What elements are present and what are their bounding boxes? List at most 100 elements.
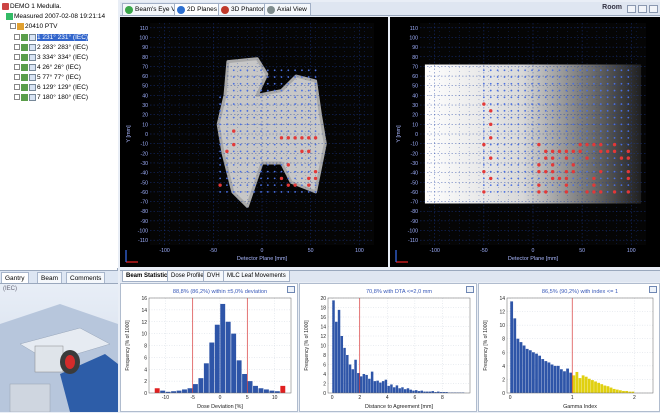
- detector-point: [510, 150, 512, 152]
- close-icon[interactable]: [649, 5, 658, 13]
- detector-point: [621, 69, 623, 71]
- tab-gantry[interactable]: Gantry: [1, 272, 29, 283]
- detector-point: [253, 157, 255, 159]
- tab-mlc-leaf-movements[interactable]: MLC Leaf Movements: [223, 271, 290, 282]
- detector-point: [483, 76, 485, 78]
- float-icon[interactable]: [638, 5, 647, 13]
- check-icon: [29, 94, 36, 101]
- detector-point: [308, 76, 310, 78]
- expand-icon[interactable]: [14, 54, 20, 60]
- tree-row-measured[interactable]: Measured 2007-02-08 19:21:14: [6, 12, 105, 21]
- detector-point: [600, 178, 602, 180]
- tree-row-beam[interactable]: 2 283° 283° (IEC): [14, 43, 88, 52]
- detector-point: [531, 117, 533, 119]
- detector-point: [490, 83, 492, 85]
- detector-point: [267, 76, 269, 78]
- y-tick-label: 10: [142, 122, 148, 128]
- tab-dvh[interactable]: DVH: [203, 271, 224, 282]
- detector-point: [287, 123, 289, 125]
- detector-point: [301, 184, 303, 186]
- detector-point: [627, 177, 630, 180]
- expand-icon[interactable]: [14, 44, 20, 50]
- gantry-render: [0, 284, 118, 412]
- tab-comments[interactable]: Comments: [66, 272, 105, 283]
- expand-icon[interactable]: [14, 94, 20, 100]
- detector-point: [490, 103, 492, 105]
- histogram-bar: [582, 375, 585, 393]
- y-tick-label: 40: [412, 93, 418, 99]
- detector-point: [504, 96, 506, 98]
- detector-point: [482, 170, 485, 173]
- tree-row-beam[interactable]: 1 231° 231° (IEC): [14, 33, 88, 42]
- y-tick-label: 8: [323, 353, 326, 359]
- detector-point: [497, 69, 499, 71]
- expand-icon[interactable]: [14, 34, 20, 40]
- detector-point: [579, 184, 581, 186]
- detector-point: [240, 150, 242, 152]
- detector-point: [593, 150, 595, 152]
- detector-point: [308, 69, 310, 71]
- detector-point: [579, 96, 581, 98]
- expand-icon[interactable]: [14, 74, 20, 80]
- detector-point: [531, 76, 533, 78]
- detector-point: [260, 164, 262, 166]
- detector-point: [537, 163, 540, 166]
- detector-point: [566, 90, 568, 92]
- detector-point: [274, 171, 276, 173]
- detector-point: [308, 157, 310, 159]
- detector-point: [517, 69, 519, 71]
- detector-point: [240, 144, 242, 146]
- panel-menu-icon[interactable]: [649, 286, 657, 293]
- expand-icon[interactable]: [10, 23, 16, 29]
- panel-menu-icon[interactable]: [466, 286, 474, 293]
- detector-point: [538, 157, 540, 159]
- tree-row-beam[interactable]: 5 77° 77° (IEC): [14, 73, 81, 82]
- detector-point: [497, 137, 499, 139]
- detector-point: [287, 117, 289, 119]
- chart-title: 86,5% (90,2%) with index <= 1: [542, 289, 618, 295]
- tree-row-patient[interactable]: DEMO 1 Medulla.: [2, 2, 61, 11]
- detector-point: [552, 184, 554, 186]
- detector-point: [558, 177, 561, 180]
- tree-row-beam[interactable]: 4 26° 26° (IEC): [14, 63, 81, 72]
- histogram-bar: [591, 380, 594, 393]
- detector-point: [600, 90, 602, 92]
- detector-point: [537, 143, 540, 146]
- detector-point: [219, 150, 221, 152]
- detector-point: [489, 123, 492, 126]
- detector-point: [517, 83, 519, 85]
- y-tick-label: -60: [411, 190, 419, 196]
- y-axis-label: Y [mm]: [126, 125, 132, 143]
- tab-axial-view[interactable]: Axial View: [264, 3, 311, 15]
- tree-row-beam[interactable]: 6 129° 129° (IEC): [14, 83, 88, 92]
- expand-icon[interactable]: [14, 84, 20, 90]
- detector-point: [524, 123, 526, 125]
- detector-point: [504, 178, 506, 180]
- pin-icon[interactable]: [627, 5, 636, 13]
- detector-point: [552, 69, 554, 71]
- beam-source: [65, 355, 75, 369]
- detector-point: [226, 117, 228, 119]
- expand-icon[interactable]: [14, 64, 20, 70]
- histogram-bar: [579, 378, 582, 393]
- detector-point: [545, 137, 547, 139]
- detector-point: [510, 117, 512, 119]
- detector-point: [620, 156, 623, 159]
- detector-point: [504, 164, 506, 166]
- tree-row-plan[interactable]: 20410 PTV: [10, 22, 58, 31]
- tree-row-beam[interactable]: 7 180° 180° (IEC): [14, 93, 88, 102]
- y-tick-label: 50: [412, 84, 418, 90]
- histogram-bar: [529, 350, 532, 393]
- detector-point: [497, 144, 499, 146]
- gantry-3d-view[interactable]: (IEC): [0, 284, 118, 412]
- tree-row-beam[interactable]: 3 334° 334° (IEC): [14, 53, 88, 62]
- panel-menu-icon[interactable]: [287, 286, 295, 293]
- detector-point: [531, 171, 533, 173]
- detector-point: [233, 191, 235, 193]
- detector-point: [497, 83, 499, 85]
- tab-2d-planes[interactable]: 2D Planes: [174, 3, 221, 15]
- detector-point: [281, 157, 283, 159]
- tab-beam[interactable]: Beam: [37, 272, 62, 283]
